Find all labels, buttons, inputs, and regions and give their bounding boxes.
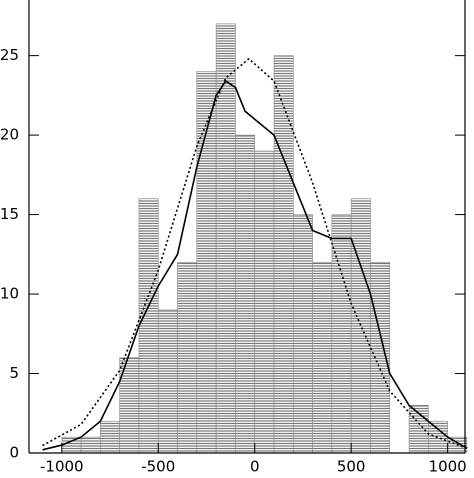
curve — [42, 79, 468, 451]
x-tick-label: 1000 — [429, 458, 467, 475]
histogram-bar — [61, 436, 82, 454]
histogram-bar — [177, 261, 198, 454]
histogram-bar — [100, 420, 120, 454]
y-tick-label: 15 — [0, 205, 19, 223]
y-tick-label: 20 — [0, 126, 19, 144]
y-tick-label: 10 — [0, 285, 19, 303]
y-tick-label: 25 — [0, 46, 19, 64]
y-tick-label: 0 — [9, 444, 19, 462]
curve — [42, 57, 468, 449]
histogram-bar — [254, 150, 275, 454]
histogram-bar — [350, 198, 371, 454]
y-tick-label: 5 — [9, 364, 19, 382]
histogram-bar — [157, 309, 178, 454]
x-tick-label: 0 — [250, 458, 260, 475]
histogram-bar — [80, 436, 101, 454]
histogram-bar — [370, 261, 391, 454]
histogram-bar — [312, 261, 333, 454]
histogram-bar — [293, 214, 313, 454]
x-tick-label: 500 — [337, 458, 366, 475]
histogram-bar — [331, 214, 352, 454]
histogram-bar — [215, 23, 236, 454]
histogram-bar — [138, 198, 159, 454]
x-tick-label: -1000 — [40, 458, 84, 475]
histogram-bar — [428, 420, 448, 454]
x-tick-label: -500 — [141, 458, 175, 475]
histogram-bar — [235, 134, 256, 454]
histogram-bar — [273, 55, 294, 454]
